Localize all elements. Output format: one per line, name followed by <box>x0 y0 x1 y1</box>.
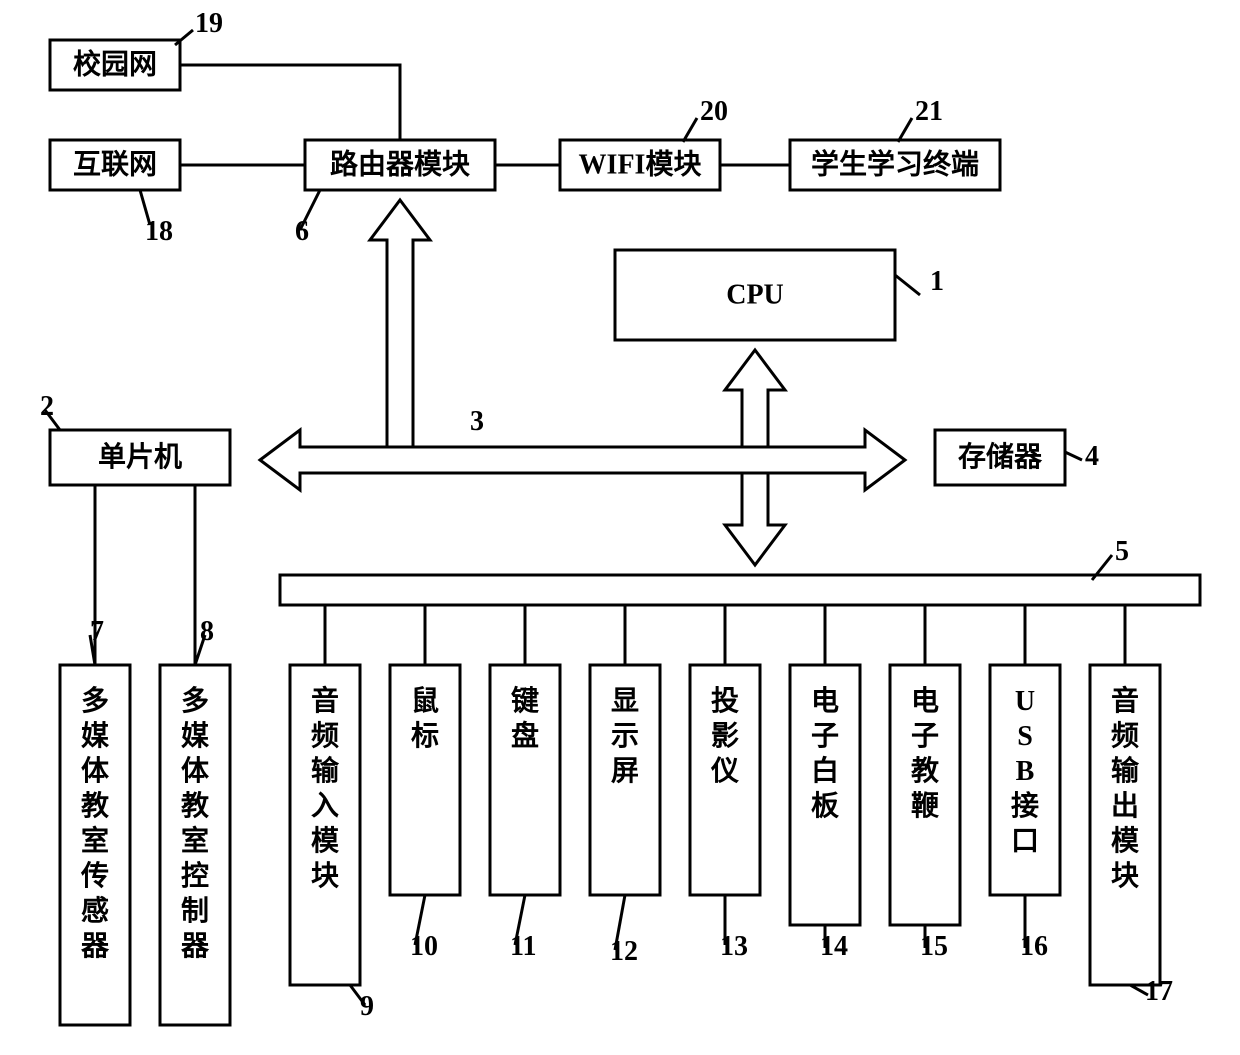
node-n1: CPU <box>615 250 895 340</box>
bus-arrow-io <box>725 473 785 565</box>
node-n7: 多媒体教室传感器 <box>60 665 130 1025</box>
num-n5: 5 <box>1115 536 1129 567</box>
label-n21: 学生学习终端 <box>811 148 979 181</box>
node-n8: 多媒体教室控制器 <box>160 665 230 1025</box>
label-n2: 单片机 <box>98 441 182 473</box>
lead-n21 <box>898 118 912 142</box>
node-n20: WIFI模块 <box>560 140 720 190</box>
num-n11: 11 <box>510 931 536 962</box>
num-n7: 7 <box>90 616 104 647</box>
num-n18: 18 <box>145 216 173 247</box>
label-n19: 校园网 <box>73 48 157 81</box>
node-n18: 互联网 <box>50 140 180 190</box>
num-n17: 17 <box>1145 976 1173 1007</box>
node-n9: 音频输入模块 <box>290 665 360 985</box>
num-n12: 12 <box>610 936 638 967</box>
node-n12: 显示屏 <box>590 665 660 895</box>
num-n9: 9 <box>360 991 374 1022</box>
num-n15: 15 <box>920 931 948 962</box>
num-n14: 14 <box>820 931 848 962</box>
label-n18: 互联网 <box>73 149 157 181</box>
num-n20: 20 <box>700 96 728 127</box>
node-n13: 投影仪 <box>690 665 760 895</box>
label-n1: CPU <box>726 280 784 311</box>
lead-n19 <box>175 30 193 45</box>
bus-arrow-lr <box>260 430 905 490</box>
vlabel-n12: 显示屏 <box>611 686 639 787</box>
node-n5 <box>280 575 1200 605</box>
node-n15: 电子教鞭 <box>890 665 960 925</box>
num-n13: 13 <box>720 931 748 962</box>
bus-arrow-router <box>370 200 430 447</box>
lead-n1 <box>895 275 920 295</box>
node-n11: 键盘 <box>490 665 560 895</box>
num-n21: 21 <box>915 96 943 127</box>
label-n4: 存储器 <box>958 440 1043 473</box>
num-n16: 16 <box>1020 931 1048 962</box>
num-n19: 19 <box>195 8 223 39</box>
node-n2: 单片机 <box>50 430 230 485</box>
num-n6: 6 <box>295 216 309 247</box>
num-n2: 2 <box>40 391 54 422</box>
num-n4: 4 <box>1085 441 1099 472</box>
node-n16: USB接口 <box>990 665 1060 895</box>
node-n17: 音频输出模块 <box>1090 665 1160 985</box>
num-n1: 1 <box>930 266 944 297</box>
num-n10: 10 <box>410 931 438 962</box>
lead-n4 <box>1065 452 1082 460</box>
node-n14: 电子白板 <box>790 665 860 925</box>
node-n21: 学生学习终端 <box>790 140 1000 190</box>
num-n3: 3 <box>470 406 484 437</box>
lead-n20 <box>683 118 697 142</box>
node-n6: 路由器模块 <box>305 140 495 190</box>
label-n20: WIFI模块 <box>579 149 702 181</box>
num-n8: 8 <box>200 616 214 647</box>
node-n19: 校园网 <box>50 40 180 90</box>
vlabel-n13: 投影仪 <box>710 685 740 787</box>
label-n6: 路由器模块 <box>330 149 470 181</box>
node-n4: 存储器 <box>935 430 1065 485</box>
bus-arrow-cpu <box>725 350 785 447</box>
edge-n19-n6 <box>180 65 400 140</box>
node-n10: 鼠标 <box>390 665 460 895</box>
